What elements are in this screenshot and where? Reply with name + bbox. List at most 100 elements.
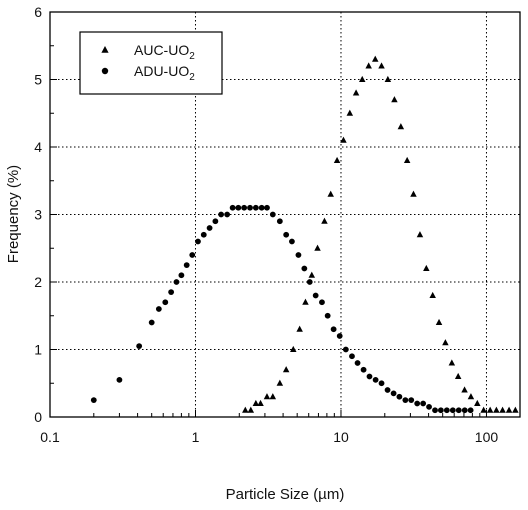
x-axis-title: Particle Size (µm) <box>226 486 345 503</box>
adu-data-point <box>372 376 379 383</box>
auc-data-point <box>308 271 316 278</box>
auc-data-point <box>423 264 430 272</box>
x-tick-label: 1 <box>192 429 200 445</box>
adu-data-point <box>467 407 474 414</box>
adu-data-point <box>276 218 283 225</box>
auc-data-point <box>359 75 366 83</box>
adu-data-point <box>269 211 276 218</box>
adu-data-point <box>414 400 421 407</box>
auc-data-point <box>416 231 424 238</box>
adu-data-point <box>283 231 290 238</box>
auc-data-point <box>282 366 290 373</box>
adu-data-point <box>247 204 253 211</box>
legend-label-auc: AUC-UO2 <box>134 42 195 62</box>
adu-data-point <box>168 289 175 296</box>
adu-data-point <box>378 380 385 387</box>
auc-data-point <box>263 393 271 400</box>
adu-data-point <box>384 387 391 393</box>
adu-data-point <box>189 252 196 258</box>
auc-data-point <box>269 393 277 400</box>
adu-data-point <box>360 366 367 373</box>
y-tick-label: 3 <box>34 207 42 223</box>
auc-data-point <box>302 298 309 305</box>
adu-data-point <box>301 265 308 272</box>
auc-data-point <box>257 399 264 407</box>
auc-data-point <box>397 123 405 130</box>
adu-data-point <box>461 407 468 414</box>
grid-layer <box>50 12 520 417</box>
adu-data-point <box>342 346 349 353</box>
auc-data-point <box>486 406 494 413</box>
auc-data-point <box>340 136 347 143</box>
auc-data-point <box>242 406 249 413</box>
adu-data-point <box>212 218 219 225</box>
auc-data-point <box>290 345 297 353</box>
adu-data-point <box>252 204 259 211</box>
adu-data-point <box>206 225 213 231</box>
y-tick-label: 6 <box>34 4 42 20</box>
legend-box <box>79 31 223 95</box>
y-tick-label: 5 <box>34 72 42 88</box>
adu-data-point <box>148 319 155 326</box>
adu-data-point <box>437 407 444 414</box>
adu-data-point <box>432 407 438 414</box>
adu-data-point <box>155 306 162 312</box>
y-tick-label: 0 <box>34 409 42 425</box>
auc-data-point <box>480 406 487 413</box>
auc-data-point <box>467 393 475 400</box>
adu-data-point <box>264 204 270 211</box>
legend-label-adu-main: ADU-UO <box>134 63 189 79</box>
adu-data-point <box>295 252 302 258</box>
adu-data-point <box>396 393 403 400</box>
adu-data-point <box>173 279 180 285</box>
y-axis-title: Frequency (%) <box>5 165 22 263</box>
y-tick-label: 4 <box>34 139 42 155</box>
auc-data-point <box>346 109 354 116</box>
adu-data-point <box>229 204 236 211</box>
adu-data-point <box>289 238 295 245</box>
adu-data-point <box>443 407 450 414</box>
adu-data-point <box>324 312 331 319</box>
adu-data-point <box>354 360 361 366</box>
legend-triangle-marker <box>101 46 109 53</box>
adu-data-point <box>178 272 185 279</box>
series-adu <box>90 204 474 414</box>
auc-data-point <box>321 217 328 224</box>
adu-data-point <box>116 376 123 383</box>
auc-data-point <box>327 190 334 197</box>
x-tick-label: 0.1 <box>40 429 60 445</box>
auc-data-point <box>276 379 284 386</box>
adu-data-point <box>319 299 325 306</box>
auc-data-point <box>372 55 379 62</box>
adu-data-point <box>90 397 97 404</box>
legend-label-auc-main: AUC-UO <box>134 42 189 58</box>
auc-data-point <box>454 372 462 380</box>
auc-data-point <box>461 386 468 393</box>
legend-label-auc-sub: 2 <box>189 51 195 62</box>
adu-data-point <box>402 397 409 404</box>
legend-circle-marker <box>101 67 109 75</box>
legend-label-adu-sub: 2 <box>189 72 195 83</box>
adu-data-point <box>390 390 397 397</box>
auc-data-point <box>391 96 398 103</box>
auc-data-point <box>352 89 360 96</box>
auc-data-point <box>247 406 255 413</box>
adu-data-point <box>235 204 242 211</box>
y-tick-label: 1 <box>34 342 42 358</box>
adu-data-point <box>162 299 169 306</box>
auc-data-point <box>429 291 436 299</box>
auc-data-point <box>410 190 417 197</box>
auc-data-point <box>493 406 500 413</box>
adu-data-point <box>241 204 248 211</box>
auc-data-point <box>365 62 372 69</box>
auc-data-point <box>435 318 443 326</box>
adu-data-point <box>200 231 207 238</box>
adu-data-point <box>195 238 201 245</box>
adu-data-point <box>330 326 337 333</box>
auc-data-point <box>384 75 392 83</box>
x-tick-label: 10 <box>333 429 349 445</box>
axis-layer: 0 1 2 3 4 5 6 0.1 1 10 100 <box>34 4 498 445</box>
auc-data-point <box>296 325 303 332</box>
legend: AUC-UO2 ADU-UO2 <box>79 31 223 95</box>
